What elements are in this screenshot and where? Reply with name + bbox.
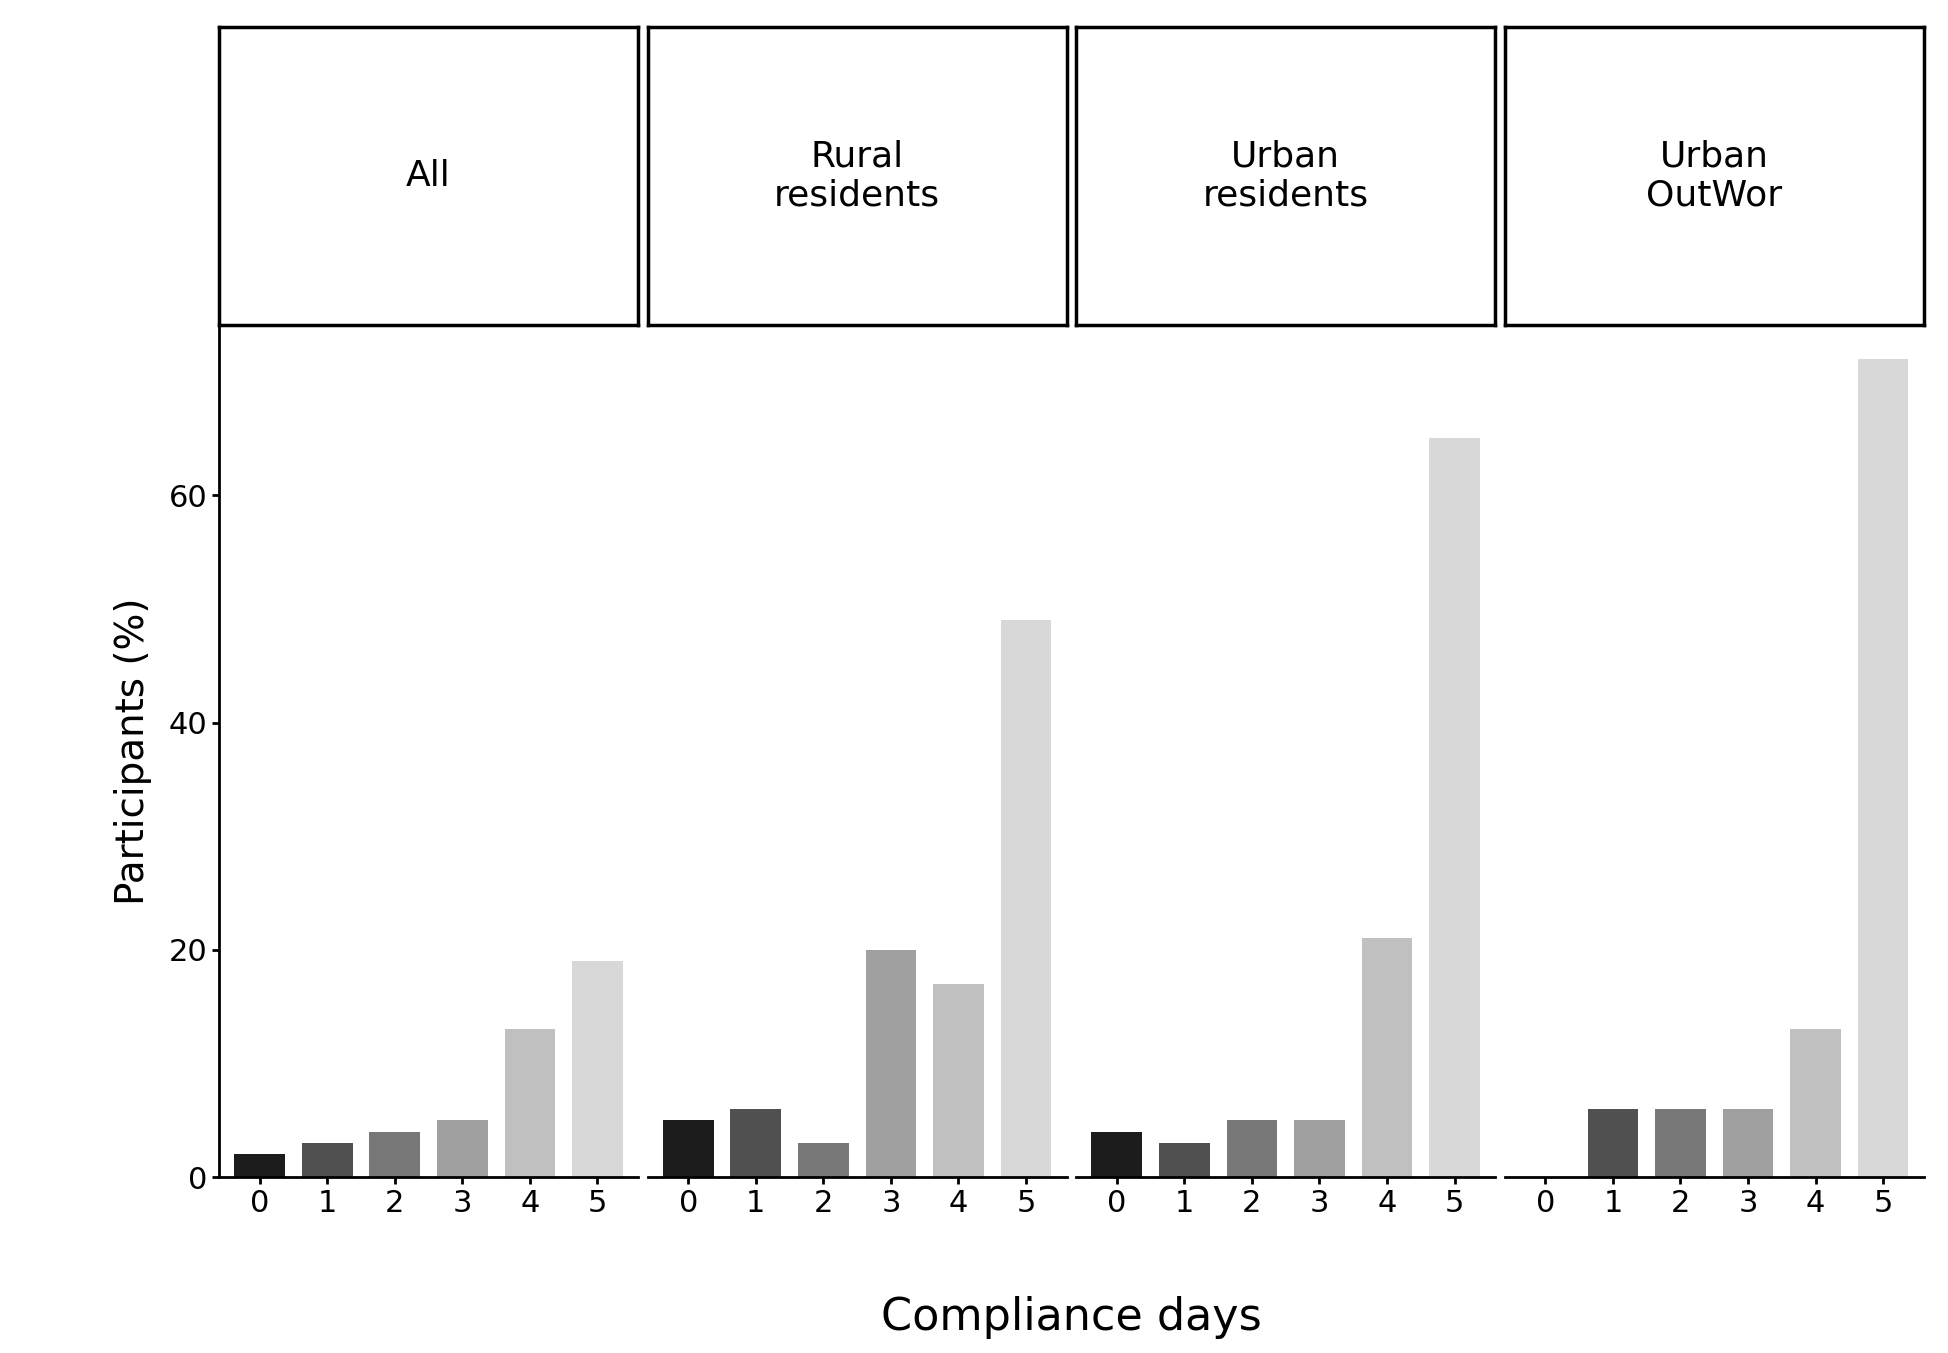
Bar xyxy=(1293,1120,1344,1177)
Bar xyxy=(1001,620,1052,1177)
Text: All: All xyxy=(407,158,450,193)
Bar xyxy=(799,1143,849,1177)
Bar xyxy=(662,1120,713,1177)
Bar xyxy=(1227,1120,1278,1177)
Bar xyxy=(1722,1109,1773,1177)
Bar xyxy=(436,1120,487,1177)
Y-axis label: Participants (%): Participants (%) xyxy=(113,597,152,905)
Bar xyxy=(1362,939,1412,1177)
Bar xyxy=(1588,1109,1638,1177)
Text: Rural
residents: Rural residents xyxy=(773,139,941,212)
Bar xyxy=(505,1030,555,1177)
Bar xyxy=(302,1143,353,1177)
Bar xyxy=(1858,359,1909,1177)
Bar xyxy=(1159,1143,1210,1177)
Text: Urban
OutWor: Urban OutWor xyxy=(1646,139,1782,212)
Bar xyxy=(865,950,916,1177)
Bar xyxy=(234,1154,284,1177)
Bar xyxy=(1430,438,1480,1177)
Bar xyxy=(1091,1131,1142,1177)
Bar xyxy=(1656,1109,1706,1177)
Bar xyxy=(933,984,984,1177)
Bar xyxy=(370,1131,421,1177)
Bar xyxy=(573,961,623,1177)
Text: Compliance days: Compliance days xyxy=(880,1296,1262,1339)
Text: Urban
residents: Urban residents xyxy=(1202,139,1369,212)
Bar xyxy=(730,1109,781,1177)
Bar xyxy=(1790,1030,1841,1177)
